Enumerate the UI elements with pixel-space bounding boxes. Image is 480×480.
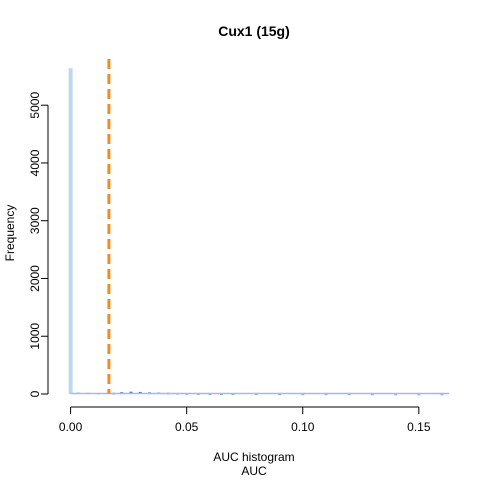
y-tick-label: 0: [28, 390, 42, 397]
y-tick-label: 2000: [28, 265, 42, 292]
histogram-bar: [370, 393, 374, 396]
histogram-bar: [417, 393, 421, 396]
x-axis-label: AUC histogram: [213, 450, 294, 464]
histogram-bar: [278, 393, 282, 396]
y-tick-label: 3000: [28, 207, 42, 234]
histogram-bar: [68, 68, 73, 395]
y-axis-label: Frequency: [3, 205, 17, 262]
x-axis-ticks: 0.00 0.05 0.10 0.15: [59, 407, 431, 434]
histogram-bar: [231, 393, 235, 396]
y-tick-label: 1000: [28, 323, 42, 350]
histogram-bar: [394, 393, 398, 396]
histogram-bars: [68, 68, 449, 396]
x-tick-label: 0.00: [59, 420, 83, 434]
y-tick-label: 4000: [28, 149, 42, 176]
histogram-bar: [324, 393, 328, 396]
chart-title: Cux1 (15g): [218, 23, 290, 39]
x-tick-label: 0.05: [175, 420, 199, 434]
x-tick-label: 0.15: [407, 420, 431, 434]
histogram-bar: [254, 393, 258, 396]
histogram-bar: [301, 393, 305, 396]
x-axis-label-secondary: AUC: [241, 464, 267, 478]
histogram-bar: [440, 393, 444, 396]
histogram-bar: [347, 393, 351, 396]
y-tick-label: 5000: [28, 92, 42, 119]
y-axis-ticks: 0 1000 2000 3000 4000 5000: [28, 92, 48, 397]
x-tick-label: 0.10: [291, 420, 315, 434]
